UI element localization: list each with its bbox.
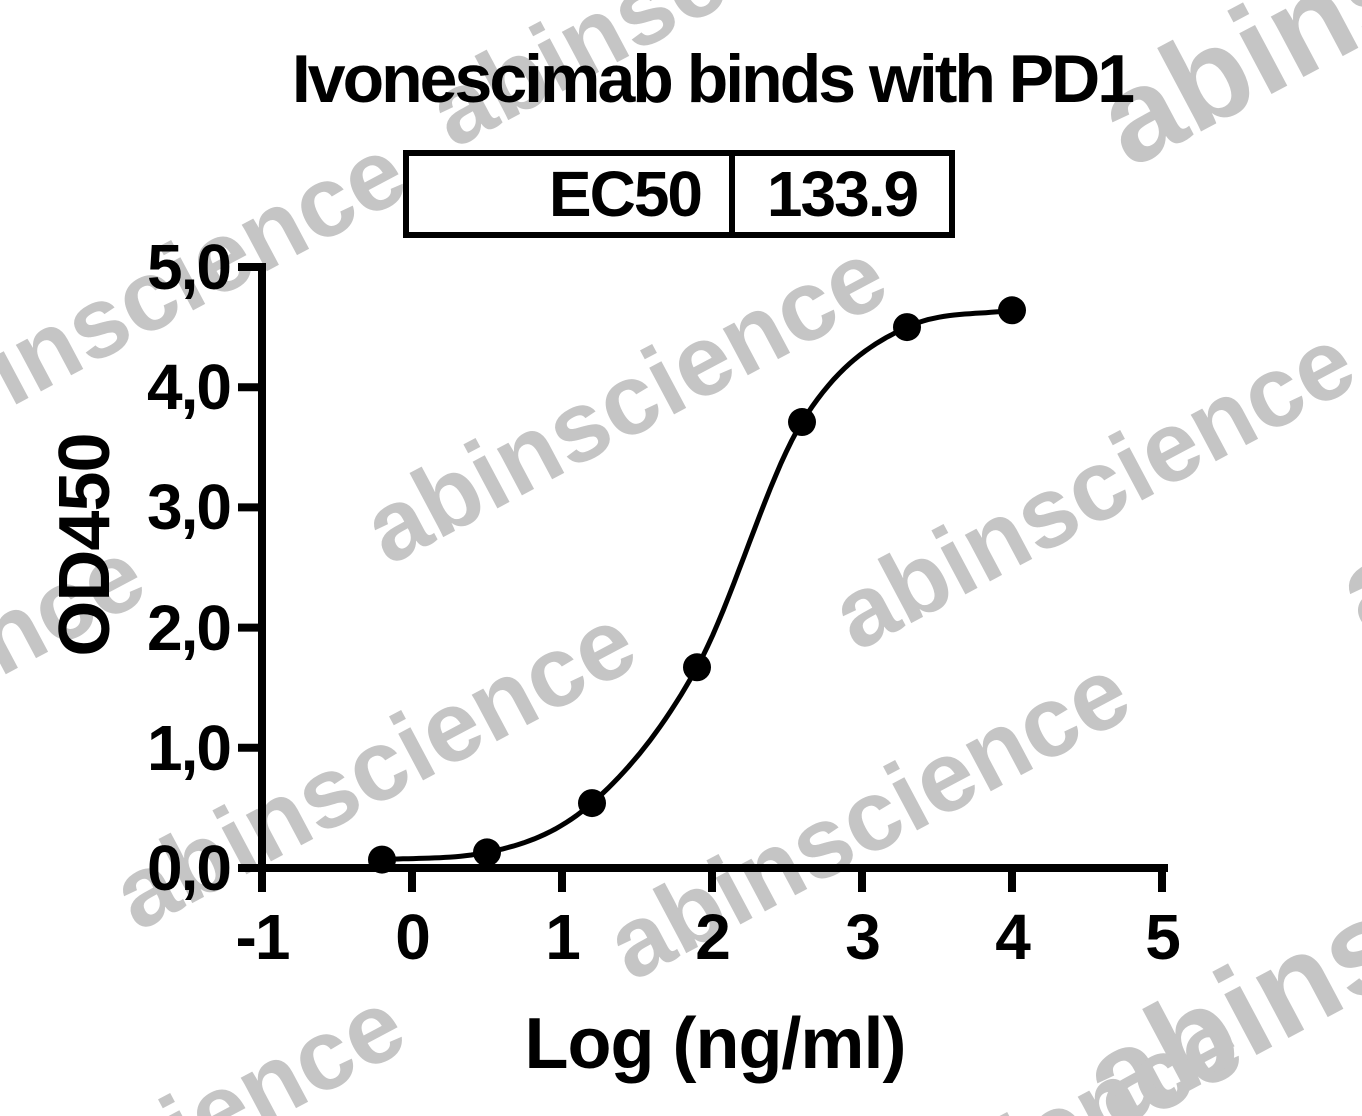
- data-point: [998, 296, 1026, 325]
- data-point: [368, 845, 396, 874]
- data-point: [788, 408, 816, 437]
- data-point: [473, 838, 501, 867]
- data-point: [578, 789, 606, 818]
- fit-curve: [381, 307, 1013, 863]
- data-point: [683, 653, 711, 682]
- data-point: [893, 313, 921, 342]
